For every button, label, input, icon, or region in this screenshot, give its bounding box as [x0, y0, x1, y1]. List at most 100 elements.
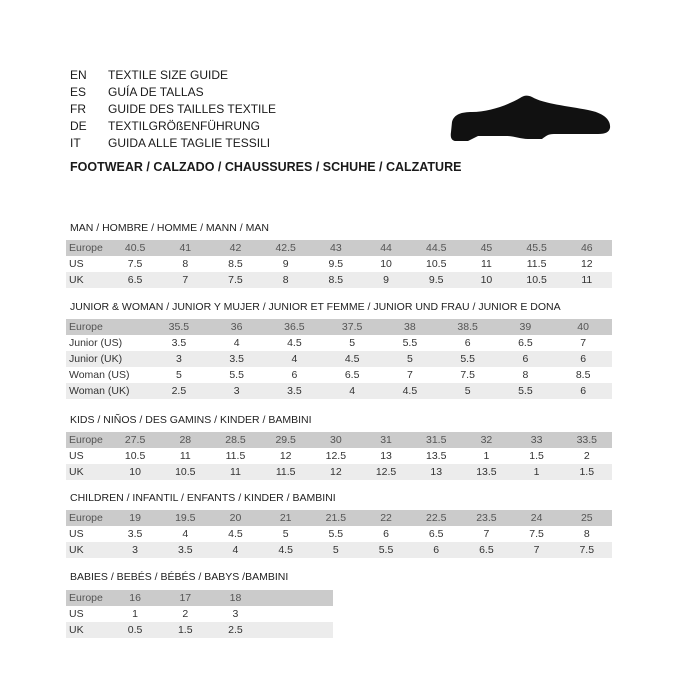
size-cell: 3	[207, 383, 266, 399]
size-cell: 4	[265, 351, 324, 367]
size-cell: 25	[561, 510, 612, 526]
size-table: Europe 35.5 36 36.5 37.5 38 38.5 39 40 Junior (US…	[66, 319, 612, 399]
section-title: KIDS / NIÑOS / DES GAMINS / KINDER / BAM…	[70, 414, 312, 426]
size-cell: 3	[210, 606, 261, 622]
size-cell: 4.5	[260, 542, 311, 558]
size-table: Europe 19 19.5 20 21 21.5 22 22.5 23.5 24 25 US 3.5 4…	[66, 510, 612, 558]
size-cell: 1.5	[511, 448, 562, 464]
size-cell: 11	[461, 256, 512, 272]
table-row: Europe 35.5 36 36.5 37.5 38 38.5 39 40	[66, 319, 612, 335]
size-cell: 4	[210, 542, 261, 558]
row-label: Europe	[66, 319, 150, 335]
size-cell: 33	[511, 432, 562, 448]
row-label: US	[66, 526, 110, 542]
language-title: GUÍA DE TALLAS	[108, 85, 204, 99]
size-cell: 6.5	[411, 526, 462, 542]
language-line-en: EN TEXTILE SIZE GUIDE	[70, 67, 228, 84]
size-cell: 21.5	[310, 510, 361, 526]
row-label: Woman (US)	[66, 367, 150, 383]
row-label: Europe	[66, 590, 110, 606]
size-cell: 44.5	[411, 240, 462, 256]
size-cell: 29.5	[260, 432, 311, 448]
size-cell: 5	[150, 367, 208, 383]
size-cell: 3.5	[160, 542, 211, 558]
size-cell: 5	[260, 526, 311, 542]
table-row: US 1 2 3	[66, 606, 333, 622]
size-cell: 38	[381, 319, 439, 335]
size-table: Europe 16 17 18 US 1 2 3 UK 0.5 1.5 2.5	[66, 590, 333, 638]
size-cell: 1	[461, 448, 512, 464]
size-cell: 27.5	[110, 432, 161, 448]
size-cell: 11	[160, 448, 211, 464]
size-cell: 12	[310, 464, 361, 480]
section-title: BABIES / BEBÉS / BÉBÉS / BABYS /BAMBINI	[70, 571, 289, 583]
language-line-it: IT GUIDA ALLE TAGLIE TESSILI	[70, 135, 270, 152]
size-cell: 11	[210, 464, 261, 480]
language-line-es: ES GUÍA DE TALLAS	[70, 84, 204, 101]
size-cell: 24	[511, 510, 562, 526]
size-cell: 7	[461, 526, 512, 542]
size-cell: 12.5	[310, 448, 361, 464]
size-cell: 6.5	[110, 272, 161, 288]
size-cell: 5.5	[310, 526, 361, 542]
size-cell: 30	[310, 432, 361, 448]
table-row: Woman (US) 5 5.5 6 6.5 7 7.5 8 8.5	[66, 367, 612, 383]
size-cell: 5.5	[360, 542, 412, 558]
size-cell: 4.5	[210, 526, 261, 542]
section-title: MAN / HOMBRE / HOMME / MANN / MAN	[70, 222, 269, 234]
table-row: US 10.5 11 11.5 12 12.5 13 13.5 1 1.5 2	[66, 448, 612, 464]
size-cell: 12	[260, 448, 311, 464]
size-cell: 31.5	[411, 432, 462, 448]
size-cell: 10	[110, 464, 161, 480]
size-cell: 18	[210, 590, 261, 606]
size-cell: 11.5	[260, 464, 311, 480]
size-cell: 39	[496, 319, 555, 335]
footwear-title: FOOTWEAR / CALZADO / CHAUSSURES / SCHUHE…	[70, 160, 462, 174]
size-cell: 6	[496, 351, 555, 367]
row-label: Europe	[66, 510, 110, 526]
size-cell: 10.5	[511, 272, 562, 288]
row-label: Woman (UK)	[66, 383, 150, 399]
size-cell: 28	[160, 432, 211, 448]
size-cell: 5	[381, 351, 439, 367]
language-code: IT	[70, 136, 81, 150]
size-cell: 45	[461, 240, 512, 256]
size-cell: 2.5	[150, 383, 208, 399]
section-title: JUNIOR & WOMAN / JUNIOR Y MUJER / JUNIOR…	[70, 301, 561, 313]
size-cell: 10.5	[411, 256, 462, 272]
size-cell: 7	[511, 542, 562, 558]
size-cell: 16	[110, 590, 161, 606]
size-cell: 3.5	[265, 383, 324, 399]
size-cell: 6	[360, 526, 412, 542]
row-label: UK	[66, 622, 110, 638]
size-cell: 5.5	[438, 351, 497, 367]
section-title: CHILDREN / INFANTIL / ENFANTS / KINDER /…	[70, 492, 336, 504]
size-cell: 19	[110, 510, 161, 526]
size-cell: 5.5	[496, 383, 555, 399]
size-cell: 45.5	[511, 240, 562, 256]
table-row: US 7.5 8 8.5 9 9.5 10 10.5 11 11.5 12	[66, 256, 612, 272]
size-cell: 6.5	[461, 542, 512, 558]
size-table: Europe 27.5 28 28.5 29.5 30 31 31.5 32 33 33.5 US 10…	[66, 432, 612, 480]
size-cell: 4.5	[381, 383, 439, 399]
language-title: GUIDE DES TAILLES TEXTILE	[108, 102, 277, 116]
size-cell: 1.5	[561, 464, 612, 480]
size-cell: 10	[461, 272, 512, 288]
table-row: Junior (US) 3.5 4 4.5 5 5.5 6 6.5 7	[66, 335, 612, 351]
table-row: UK 0.5 1.5 2.5	[66, 622, 333, 638]
language-code: EN	[70, 68, 87, 82]
size-cell: 11.5	[210, 448, 261, 464]
size-cell: 6.5	[323, 367, 381, 383]
row-label: UK	[66, 464, 110, 480]
size-cell: 35.5	[150, 319, 208, 335]
size-cell: 42	[210, 240, 261, 256]
table-row: UK 3 3.5 4 4.5 5 5.5 6 6.5 7 7.5	[66, 542, 612, 558]
size-cell: 12.5	[360, 464, 412, 480]
table-row: Woman (UK) 2.5 3 3.5 4 4.5 5 5.5 6	[66, 383, 612, 399]
size-cell: 8	[160, 256, 211, 272]
size-cell: 4	[207, 335, 266, 351]
size-cell: 1.5	[160, 622, 211, 638]
size-cell: 40.5	[110, 240, 161, 256]
size-cell: 20	[210, 510, 261, 526]
